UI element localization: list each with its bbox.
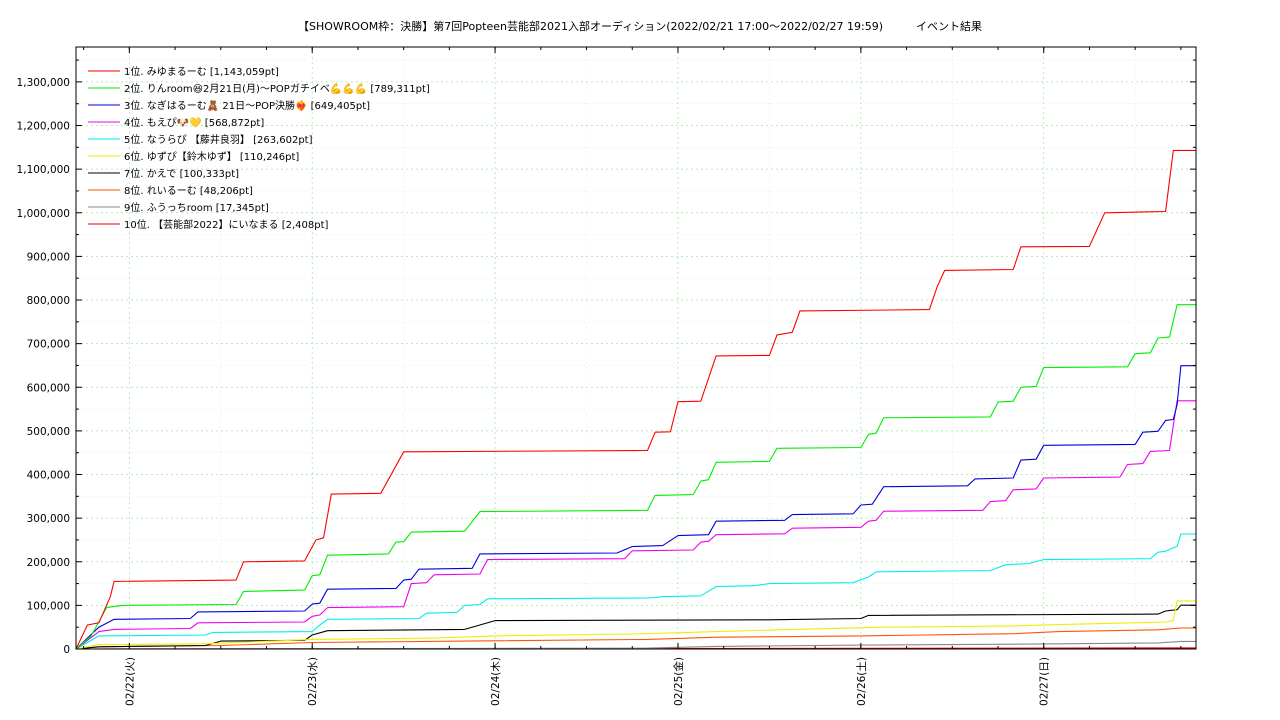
- x-tick-label: 02/25(金): [672, 657, 685, 706]
- grid: [76, 47, 1196, 649]
- y-tick-label: 100,000: [27, 600, 70, 612]
- series-line-4: [75, 400, 1196, 650]
- series-line-5: [75, 533, 1196, 650]
- y-tick-label: 700,000: [27, 339, 70, 351]
- legend-entry: 1位. みゆまるーむ [1,143,059pt]: [124, 65, 279, 78]
- x-tick-label: 02/22(火): [124, 657, 136, 706]
- legend-entry: 3位. なぎはるーむ🧸 21日〜POP決勝❤️‍🔥 [649,405pt]: [124, 99, 370, 112]
- y-tick-label: 1,300,000: [17, 77, 70, 89]
- y-tick-label: 1,100,000: [17, 164, 70, 176]
- x-tick-label: 02/23(水): [307, 657, 319, 706]
- x-tick-label: 02/27(日): [1039, 657, 1051, 706]
- y-tick-label: 400,000: [27, 470, 70, 482]
- series-line-2: [75, 304, 1196, 650]
- plot-frame: [75, 46, 1197, 650]
- legend-entry: 7位. かえで [100,333pt]: [124, 167, 239, 180]
- y-tick-label: 0: [63, 644, 70, 656]
- legend-entry: 8位. れいるーむ [48,206pt]: [124, 184, 253, 197]
- legend-entry: 6位. ゆずぴ【鈴木ゆず】 [110,246pt]: [124, 150, 299, 163]
- y-tick-label: 900,000: [27, 251, 70, 263]
- series-line-3: [75, 365, 1196, 650]
- series-line-6: [75, 600, 1196, 650]
- y-tick-label: 300,000: [27, 513, 70, 525]
- x-tick-label: 02/24(木): [490, 657, 502, 706]
- series-line-7: [75, 604, 1196, 650]
- series-line-9: [75, 640, 1196, 650]
- y-tick-label: 500,000: [27, 426, 70, 438]
- series-line-1: [75, 149, 1196, 650]
- legend-entry: 4位. もえぴ🐶💛 [568,872pt]: [124, 116, 264, 129]
- y-tick-label: 1,200,000: [17, 121, 70, 133]
- y-tick-label: 600,000: [27, 382, 70, 394]
- x-tick-label: 02/26(土): [855, 657, 868, 706]
- legend-entry: 10位. 【芸能部2022】にいなまる [2,408pt]: [124, 218, 329, 231]
- axes: 0 100,000 200,000 300,000 400,000 500,000 600,…: [17, 47, 1196, 706]
- legend-entry: 9位. ふうっちroom [17,345pt]: [124, 201, 269, 214]
- y-tick-label: 200,000: [27, 557, 70, 569]
- y-tick-label: 800,000: [27, 295, 70, 307]
- legend: 1位. みゆまるーむ [1,143,059pt] 2位. りんroom😆2月21日…: [88, 65, 430, 231]
- legend-entry: 2位. りんroom😆2月21日(月)〜POPガチイベ💪💪💪 [789,311p…: [124, 82, 430, 95]
- series-line-8: [75, 627, 1196, 650]
- legend-entry: 5位. なうらぴ 【藤井良羽】 [263,602pt]: [124, 133, 313, 146]
- y-tick-label: 1,000,000: [17, 208, 70, 220]
- chart-title: 【SHOWROOM枠：決勝】第7回Popteen芸能部2021入部オーディション…: [297, 20, 982, 33]
